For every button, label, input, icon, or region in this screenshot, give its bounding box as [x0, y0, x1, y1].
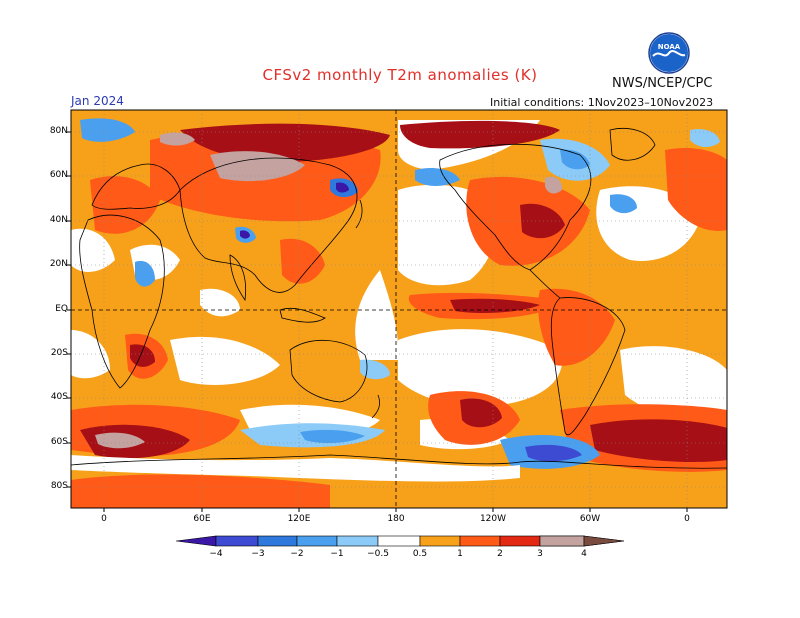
colorbar-label: 3: [537, 549, 543, 559]
colorbar-swatch: [296, 535, 338, 547]
antarctic-band: [71, 455, 520, 482]
colorbar-swatch: [336, 535, 379, 547]
coastlines: [71, 128, 727, 469]
colorbar-label: −3: [251, 549, 265, 559]
colorbar-swatch: [257, 535, 298, 547]
colorbar-label: −1: [330, 549, 344, 559]
lon-label: 60E: [193, 514, 211, 524]
colorbar-label: 0.5: [412, 549, 428, 559]
lat-label: 40N: [49, 215, 68, 225]
forecast-month: Jan 2024: [71, 94, 124, 108]
colorbar-swatch: [419, 535, 461, 547]
lat-label: 60S: [50, 437, 68, 447]
noaa-logo-icon: NOAA: [648, 32, 690, 74]
axis-ticks: [67, 131, 688, 512]
colorbar-label: 2: [497, 549, 503, 559]
cold-anomaly-regions: [80, 118, 720, 469]
colorbar: [175, 535, 625, 547]
colorbar-label: −4: [209, 549, 223, 559]
lat-label: EQ: [55, 304, 68, 314]
map-title: CFSv2 monthly T2m anomalies (K): [262, 66, 538, 84]
colorbar-swatch: [459, 535, 501, 547]
colorbar-swatch: [215, 535, 259, 547]
lat-label: 60N: [49, 170, 68, 180]
organization-label: NWS/NCEP/CPC: [612, 76, 713, 91]
colorbar-label: −2: [290, 549, 304, 559]
colorbar-label: −0.5: [367, 549, 389, 559]
lat-label: 80S: [50, 481, 68, 491]
colorbar-min-arrow: [175, 535, 217, 547]
lat-label: 40S: [50, 392, 68, 402]
colorbar-swatch: [539, 535, 585, 547]
lat-label: 20S: [50, 348, 68, 358]
colorbar-swatch: [377, 535, 421, 547]
lat-label: 20N: [49, 259, 68, 269]
map-frame: [70, 109, 728, 509]
svg-text:NOAA: NOAA: [658, 43, 681, 51]
lon-label: 60W: [579, 514, 601, 524]
lat-label: 80N: [49, 126, 68, 136]
colorbar-label: 1: [457, 549, 463, 559]
lon-label: 180: [387, 514, 405, 524]
graticule: [71, 110, 727, 508]
anomaly-3-4-regions: [95, 132, 563, 449]
equator-dateline: [71, 110, 727, 508]
colorbar-label: 4: [581, 549, 587, 559]
lon-label: 120E: [287, 514, 311, 524]
initial-conditions: Initial conditions: 1Nov2023–10Nov2023: [490, 96, 714, 109]
lon-label: 0: [101, 514, 107, 524]
colorbar-swatch: [499, 535, 541, 547]
lon-label: 120W: [479, 514, 507, 524]
lon-label: 0: [684, 514, 690, 524]
